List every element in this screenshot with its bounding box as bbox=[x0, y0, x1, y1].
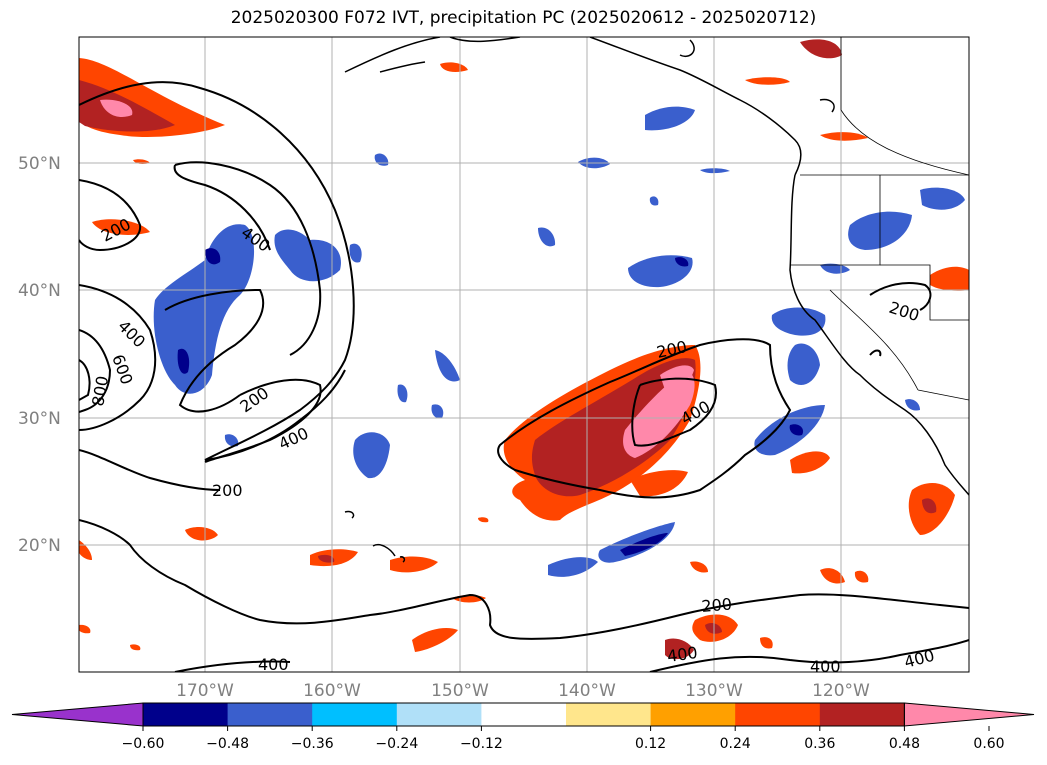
contour-label: 400 bbox=[666, 643, 699, 666]
colorbar-tick-label: −0.36 bbox=[291, 736, 334, 752]
map-title: 2025020300 F072 IVT, precipitation PC (2… bbox=[230, 8, 817, 28]
colorbar: −0.60 −0.48 −0.36 −0.24 −0.12 0.12 0.24 0.36 0.4… bbox=[11, 702, 1035, 752]
colorbar-segment bbox=[735, 703, 821, 726]
lat-label: 30°N bbox=[18, 409, 61, 429]
colorbar-segment bbox=[312, 703, 398, 726]
lat-label: 20°N bbox=[18, 536, 61, 556]
colorbar-tick-label: −0.48 bbox=[206, 736, 249, 752]
colorbar-tick-label: 0.48 bbox=[889, 736, 920, 752]
contour-label: 400 bbox=[810, 657, 841, 676]
colorbar-segment bbox=[819, 703, 905, 726]
coastline bbox=[344, 37, 969, 563]
map-frame bbox=[78, 36, 970, 673]
lat-label: 40°N bbox=[18, 281, 61, 301]
colorbar-tick-label: 0.12 bbox=[635, 736, 666, 752]
colorbar-frame bbox=[142, 702, 905, 727]
lon-label: 160°W bbox=[303, 681, 361, 701]
lon-label: 170°W bbox=[176, 681, 234, 701]
latitude-labels: 50°N 40°N 30°N 20°N bbox=[18, 154, 61, 556]
longitude-labels: 170°W 160°W 150°W 140°W 130°W 120°W bbox=[176, 681, 870, 701]
colorbar-segment bbox=[650, 703, 736, 726]
colorbar-segment bbox=[481, 703, 567, 726]
colorbar-tick-label: −0.60 bbox=[122, 736, 165, 752]
ivt-contours bbox=[79, 81, 969, 672]
contour-label: 200 bbox=[701, 594, 733, 616]
colorbar-tick-label: −0.24 bbox=[375, 736, 418, 752]
colorbar-segment bbox=[396, 703, 482, 726]
colorbar-tick-label: 0.60 bbox=[973, 736, 1004, 752]
lon-label: 130°W bbox=[685, 681, 743, 701]
colorbar-extend-low bbox=[11, 702, 144, 727]
colorbar-tick-label: 0.36 bbox=[804, 736, 835, 752]
colorbar-segment bbox=[143, 703, 229, 726]
map-area bbox=[79, 37, 969, 672]
graticule bbox=[79, 37, 969, 672]
colorbar-segment bbox=[566, 703, 652, 726]
contour-label: 400 bbox=[258, 655, 289, 674]
lon-label: 150°W bbox=[431, 681, 489, 701]
lat-label: 50°N bbox=[18, 154, 61, 174]
contour-label: 200 bbox=[212, 481, 243, 500]
colorbar-extend-high bbox=[903, 702, 1035, 727]
colorbar-tick-label: 0.24 bbox=[720, 736, 751, 752]
lon-label: 120°W bbox=[812, 681, 870, 701]
colorbar-tick-label: −0.12 bbox=[460, 736, 503, 752]
lon-label: 140°W bbox=[558, 681, 616, 701]
colorbar-segment bbox=[227, 703, 313, 726]
